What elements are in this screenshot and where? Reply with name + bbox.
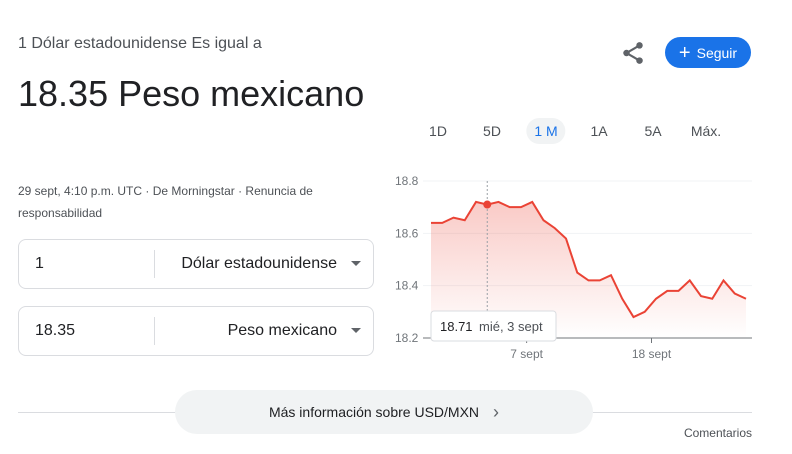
plus-icon: + [678,41,691,64]
to-currency-field[interactable]: 18.35 Peso mexicano [18,306,374,356]
tooltip-box [430,310,557,342]
area-fill [431,201,746,338]
range-tab[interactable]: 5D [483,123,501,139]
source-info: 29 sept, 4:10 p.m. UTC · De Morningstar … [18,184,313,220]
conversion-prefix: 1 Dólar estadounidense Es igual a [18,35,262,52]
range-tab[interactable]: 1A [590,123,608,139]
from-amount-input[interactable]: 1 [35,255,44,272]
more-info-button[interactable]: Más información sobre USD/MXN › [175,390,593,434]
from-currency-select[interactable]: Dólar estadounidense [181,255,337,272]
conversion-result: 18.35 Peso mexicano [18,73,365,114]
to-currency-select[interactable]: Peso mexicano [227,322,337,339]
x-tick-label: 7 sept [510,347,543,361]
exchange-rate-chart[interactable]: 18.8 18.6 18.4 18.2 7 sept 18 sept 18.71 mié, 3… [385,170,765,370]
y-tick-label: 18.2 [395,331,419,345]
range-tab[interactable]: 1D [429,123,447,139]
tooltip-value: 18.71 [440,319,473,334]
share-icon [623,42,643,64]
caret-down-icon[interactable] [351,261,361,266]
range-tab[interactable]: 5A [644,123,662,139]
to-amount-input[interactable]: 18.35 [35,322,76,339]
share-button[interactable] [620,40,646,66]
caret-down-icon[interactable] [351,328,361,333]
tooltip-date: mié, 3 sept [479,319,543,334]
hover-point [483,200,492,209]
divider [154,250,155,278]
x-tick-label: 18 sept [632,347,672,361]
range-tab[interactable]: 1 M [526,118,566,144]
follow-button[interactable]: + Seguir [665,37,751,68]
y-tick-label: 18.6 [395,226,419,240]
chevron-right-icon: › [493,401,500,422]
y-tick-label: 18.4 [395,279,419,293]
y-tick-label: 18.8 [395,174,419,188]
feedback-link[interactable]: Comentarios [683,426,752,440]
divider [154,317,155,345]
range-tab[interactable]: Máx. [690,123,722,139]
from-currency-field[interactable]: 1 Dólar estadounidense [18,239,374,289]
